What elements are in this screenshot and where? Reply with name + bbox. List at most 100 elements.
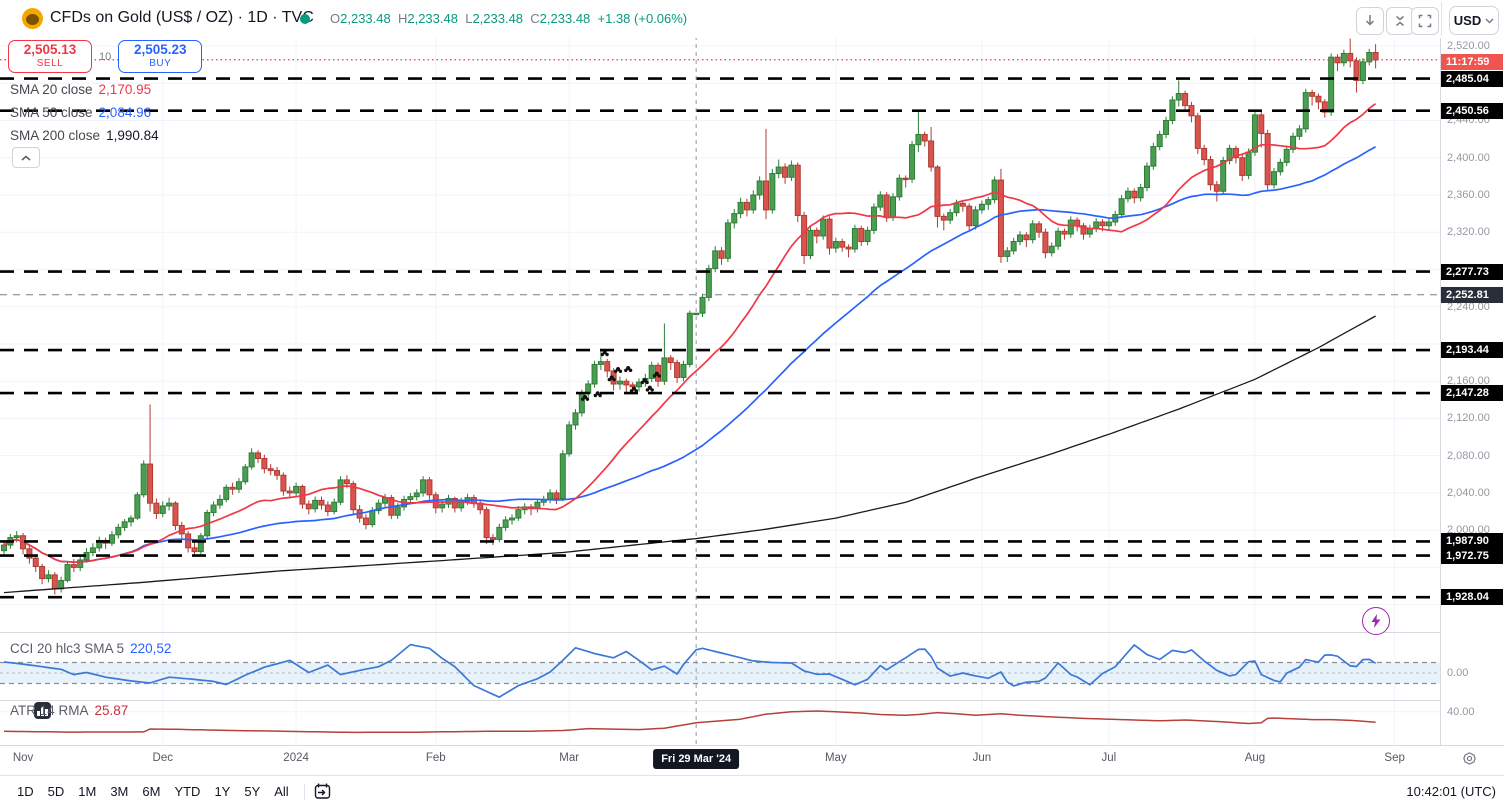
cci-zero-axis-label: 0.00 [1447, 667, 1469, 679]
pattern-mark [598, 393, 602, 398]
candle-body [1340, 52, 1347, 64]
candle-body [1239, 157, 1246, 176]
candle-body [223, 486, 230, 500]
time-axis-label[interactable]: May [824, 752, 847, 764]
candle-body [839, 241, 846, 248]
pattern-mark [613, 369, 618, 373]
candle-body [489, 537, 496, 540]
pattern-mark [582, 394, 588, 400]
candle-body [921, 133, 928, 142]
candle-body [1017, 234, 1023, 243]
sell-button[interactable]: 2,505.13 SELL [8, 40, 92, 73]
price-axis[interactable]: 2,520.00 2,440.00 2,400.00 2,360.00 2,320.00… [1441, 0, 1504, 775]
price-level-label: 1,928.04 [1441, 589, 1503, 606]
candle-body [26, 548, 33, 559]
range-button-1m[interactable]: 1M [78, 784, 97, 799]
pattern-mark [626, 366, 631, 371]
candle-body [686, 312, 693, 365]
time-axis-label[interactable]: Jul [1101, 752, 1117, 764]
candle-body [1372, 52, 1379, 61]
time-axis-label[interactable]: Nov [12, 752, 34, 764]
range-button-all[interactable]: All [274, 784, 289, 799]
candle-body [1232, 147, 1239, 159]
range-button-5d[interactable]: 5D [47, 784, 65, 799]
cci-line [3, 643, 1377, 698]
download-icon[interactable] [1356, 7, 1384, 35]
fullscreen-icon[interactable] [1411, 7, 1439, 35]
candle-body [1156, 133, 1163, 148]
range-button-6m[interactable]: 6M [142, 784, 161, 799]
candle-body [331, 501, 338, 513]
candle-body [147, 463, 154, 504]
candle-body [553, 492, 560, 500]
go-to-date-icon[interactable] [313, 782, 332, 801]
price-level-label: 2,485.04 [1441, 70, 1503, 87]
candle-body [1271, 171, 1277, 186]
candle-body [718, 250, 725, 259]
candle-body [439, 503, 446, 509]
candle-body [559, 453, 566, 500]
price-axis-label: 2,360.00 [1447, 188, 1490, 201]
pattern-mark [631, 386, 637, 391]
sma200-line [3, 315, 1376, 594]
legend-row[interactable]: SMA 200 close 1,990.84 [10, 124, 159, 147]
candle-body [794, 164, 801, 216]
time-axis-label[interactable]: Sep [1384, 752, 1405, 764]
candle-body [940, 215, 947, 221]
pattern-mark [657, 374, 661, 378]
symbol-title[interactable]: CFDs on Gold (US$ / OZ) · 1D · TVC [50, 9, 314, 26]
currency-selector[interactable]: USD [1449, 6, 1499, 35]
legend-row[interactable]: SMA 20 close 2,170.95 [10, 78, 159, 101]
range-button-1y[interactable]: 1Y [214, 784, 231, 799]
axis-settings-gear-icon[interactable] [1462, 751, 1477, 771]
time-axis-label[interactable]: Jun [972, 752, 992, 764]
candle-body [629, 384, 636, 388]
cci-indicator-label[interactable]: CCI 20 hlc3 SMA 5 220,52 [10, 641, 172, 656]
collapse-icon[interactable] [1386, 7, 1414, 35]
candle-body [858, 227, 865, 243]
price-chart-canvas[interactable] [0, 0, 1504, 775]
toolbar-separator [303, 783, 305, 800]
atr-indicator-label[interactable]: ATR 14 RMA 25.87 [10, 703, 129, 718]
time-axis-label[interactable]: Aug [1244, 752, 1266, 764]
time-axis-label[interactable]: Dec [152, 752, 173, 764]
range-button-ytd[interactable]: YTD [174, 784, 201, 799]
candle-body [1366, 52, 1373, 63]
pattern-mark [600, 352, 605, 357]
price-axis-label: 2,320.00 [1447, 226, 1490, 239]
candle-body [591, 363, 598, 385]
candle-body [1036, 223, 1043, 233]
instant-trading-button[interactable] [1362, 607, 1390, 635]
candle-body [1290, 135, 1297, 150]
range-button-5y[interactable]: 5Y [244, 784, 261, 799]
candle-body [350, 483, 357, 511]
time-axis-label[interactable]: Mar [559, 752, 580, 764]
candle-body [1175, 92, 1182, 101]
legend-row[interactable]: SMA 50 close 2,084.96 [10, 101, 159, 124]
candle-body [70, 564, 77, 568]
candle-body [32, 557, 39, 567]
time-axis-label[interactable]: 2024 [283, 752, 309, 764]
ohlc-values: O2,233.48 H2,233.48 L2,233.48 C2,233.48 … [330, 11, 688, 26]
time-axis[interactable]: Nov Dec 2024 Feb Mar May Jun Jul Aug Sep Fri 29 Ma… [0, 745, 1504, 776]
candle-body [451, 498, 458, 509]
candle-body [77, 559, 84, 568]
range-button-3m[interactable]: 3M [110, 784, 129, 799]
legend-collapse-button[interactable] [12, 147, 40, 168]
candle-body [1347, 52, 1354, 62]
candle-body [1220, 160, 1227, 192]
buy-button[interactable]: 2,505.23 BUY [118, 40, 203, 73]
candle-body [312, 499, 319, 510]
candle-body [134, 494, 141, 519]
legend-value: 2,084.96 [98, 105, 152, 120]
time-axis-label[interactable]: Feb [425, 752, 446, 764]
legend-name: SMA 200 close [10, 128, 101, 143]
candle-body [255, 452, 261, 459]
pattern-mark [593, 393, 598, 398]
price-axis-label: 2,080.00 [1447, 449, 1490, 462]
clock-utc[interactable]: 10:42:01 (UTC) [1406, 784, 1496, 799]
range-button-1d[interactable]: 1D [17, 784, 34, 799]
price-level-label: 2,193.44 [1441, 342, 1503, 359]
candle-body [712, 250, 719, 270]
